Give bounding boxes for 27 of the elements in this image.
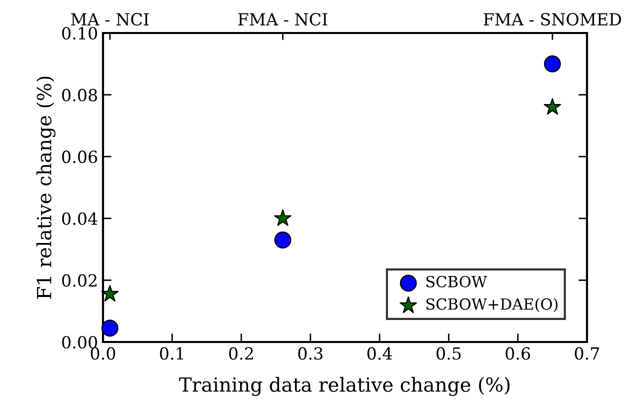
y-axis-title: F1 relative change (%) bbox=[36, 76, 56, 299]
point bbox=[274, 209, 292, 226]
x-tick-label: 0.4 bbox=[367, 347, 392, 360]
point bbox=[274, 232, 292, 249]
x-tick-label: 0.0 bbox=[90, 347, 116, 360]
text: MA - NCI bbox=[71, 12, 149, 26]
text: FMA - NCI bbox=[238, 12, 328, 26]
x-tick-label: 0.6 bbox=[506, 347, 530, 360]
point bbox=[101, 285, 119, 302]
y-tick-label: 0.06 bbox=[62, 150, 98, 164]
y-tick-label: 0.04 bbox=[62, 212, 98, 225]
y-tick-label: 0.08 bbox=[62, 88, 98, 102]
y-tick-label: 0.10 bbox=[62, 26, 98, 40]
point bbox=[101, 320, 118, 337]
legend-label: SCBOW bbox=[426, 276, 487, 288]
text: FMA - SNOMED bbox=[484, 12, 622, 26]
point bbox=[544, 98, 562, 115]
x-tick-label: 0.5 bbox=[436, 347, 461, 360]
x-tick-label: 0.1 bbox=[160, 347, 184, 360]
point bbox=[544, 55, 561, 72]
x-axis-title: Training data relative change (%) bbox=[179, 376, 510, 396]
x-tick-label: 0.3 bbox=[298, 347, 322, 360]
y-tick-label: 0.02 bbox=[62, 274, 97, 287]
y-tick-label: 0.00 bbox=[62, 336, 98, 349]
legend-label: SCBOW+DAE(O) bbox=[426, 298, 558, 312]
x-tick-label: 0.2 bbox=[229, 347, 253, 360]
x-tick-label: 0.7 bbox=[574, 347, 600, 360]
